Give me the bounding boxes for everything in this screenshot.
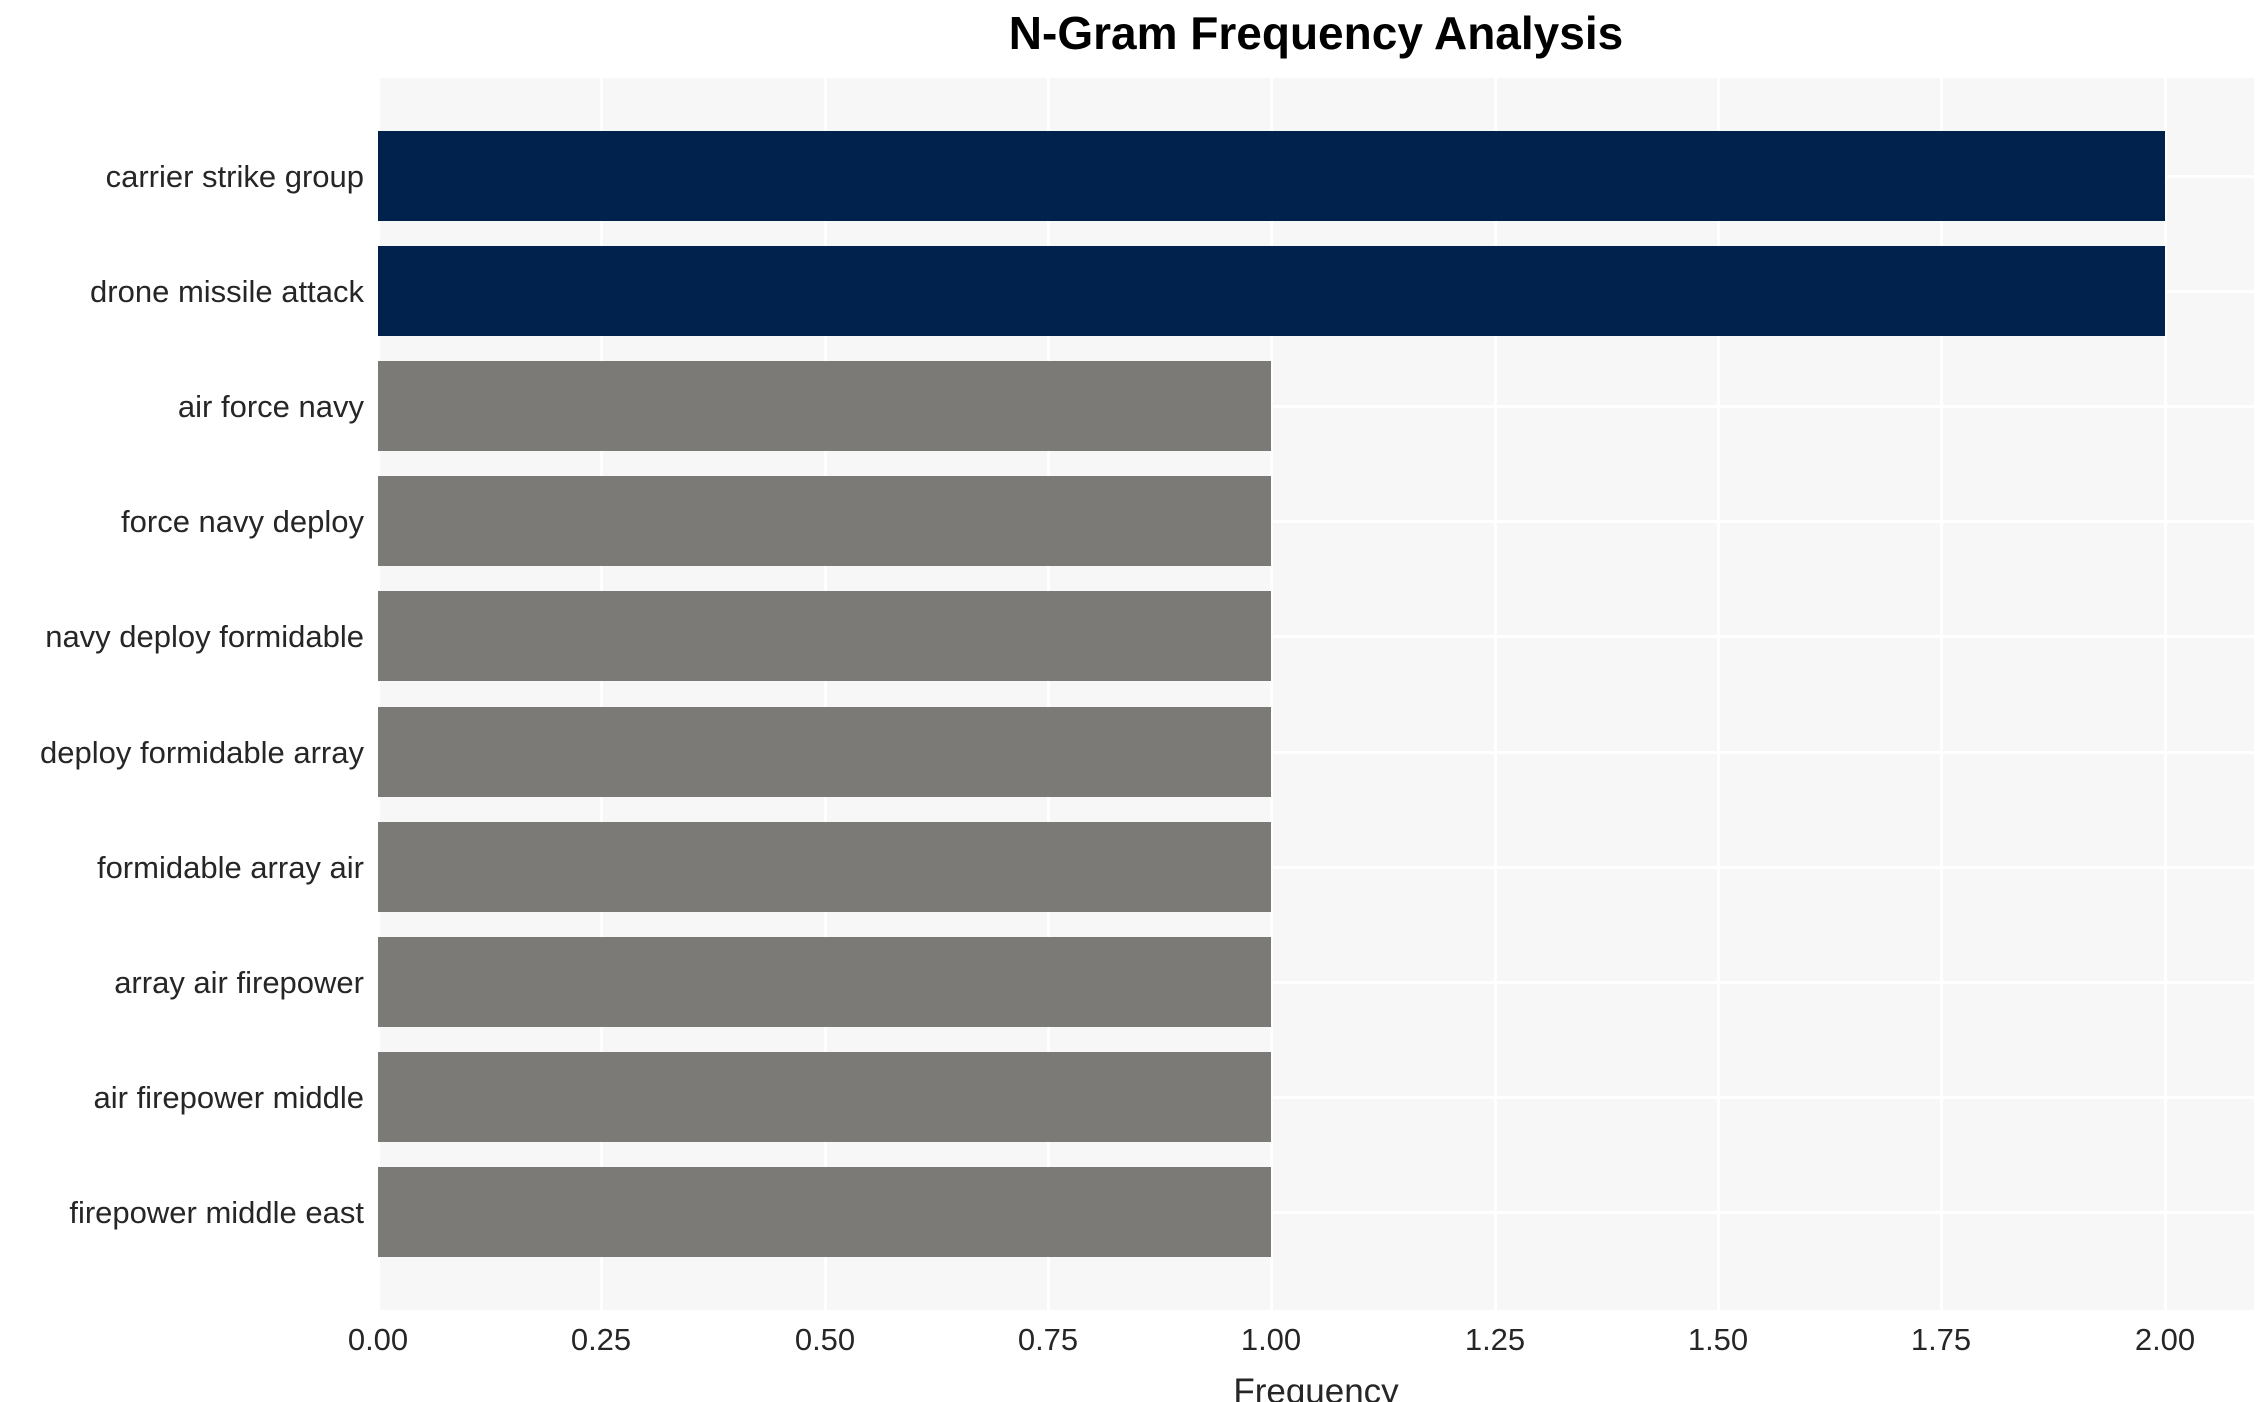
x-axis-tick-label: 0.75 — [1017, 1322, 1079, 1357]
horizontal-gridline — [378, 981, 2254, 984]
vertical-gridline — [1494, 78, 1497, 1310]
bar-carrier-strike-group — [378, 131, 2165, 221]
bar-drone-missile-attack — [378, 246, 2165, 336]
x-axis-tick-label: 1.75 — [1910, 1322, 1972, 1357]
horizontal-gridline — [378, 635, 2254, 638]
y-axis-label: force navy deploy — [121, 504, 364, 539]
bar-air-firepower-middle — [378, 1052, 1271, 1142]
y-axis-label: deploy formidable array — [40, 735, 364, 770]
bar-array-air-firepower — [378, 937, 1271, 1027]
y-axis-label: drone missile attack — [90, 274, 364, 309]
x-axis-tick-label: 2.00 — [2134, 1322, 2196, 1357]
chart-title: N-Gram Frequency Analysis — [1008, 7, 1624, 59]
horizontal-gridline — [378, 1096, 2254, 1099]
vertical-gridline — [377, 78, 380, 1310]
y-axis-label: navy deploy formidable — [45, 619, 364, 654]
y-axis-label: carrier strike group — [105, 159, 364, 194]
x-axis-tick-label: 1.00 — [1240, 1322, 1302, 1357]
plot-area — [377, 78, 2254, 1310]
vertical-gridline — [2164, 78, 2167, 1310]
bar-firepower-middle-east — [378, 1167, 1271, 1257]
horizontal-gridline — [378, 405, 2254, 408]
bar-navy-deploy-formidable — [378, 591, 1271, 681]
vertical-gridline — [1047, 78, 1050, 1310]
y-axis-label: array air firepower — [114, 965, 364, 1000]
bar-air-force-navy — [378, 361, 1271, 451]
y-axis-label: firepower middle east — [69, 1195, 364, 1230]
x-axis-tick-label: 1.25 — [1464, 1322, 1526, 1357]
vertical-gridline — [1940, 78, 1943, 1310]
x-axis-tick-label: 0.00 — [347, 1322, 409, 1357]
x-axis-tick-label: 1.50 — [1687, 1322, 1749, 1357]
vertical-gridline — [1270, 78, 1273, 1310]
bar-deploy-formidable-array — [378, 707, 1271, 797]
y-axis-label: air force navy — [177, 389, 364, 424]
vertical-gridline — [600, 78, 603, 1310]
y-axis-label: formidable array air — [96, 850, 364, 885]
x-axis-tick-label: 0.50 — [794, 1322, 856, 1357]
vertical-gridline — [1717, 78, 1720, 1310]
horizontal-gridline — [378, 1211, 2254, 1214]
x-axis-tick-label: 0.25 — [570, 1322, 632, 1357]
horizontal-gridline — [378, 520, 2254, 523]
horizontal-gridline — [378, 866, 2254, 869]
y-axis-label: air firepower middle — [93, 1080, 365, 1115]
horizontal-gridline — [378, 751, 2254, 754]
bar-force-navy-deploy — [378, 476, 1271, 566]
bar-formidable-array-air — [378, 822, 1271, 912]
x-axis-title: Frequency — [1233, 1372, 1399, 1402]
vertical-gridline — [824, 78, 827, 1310]
